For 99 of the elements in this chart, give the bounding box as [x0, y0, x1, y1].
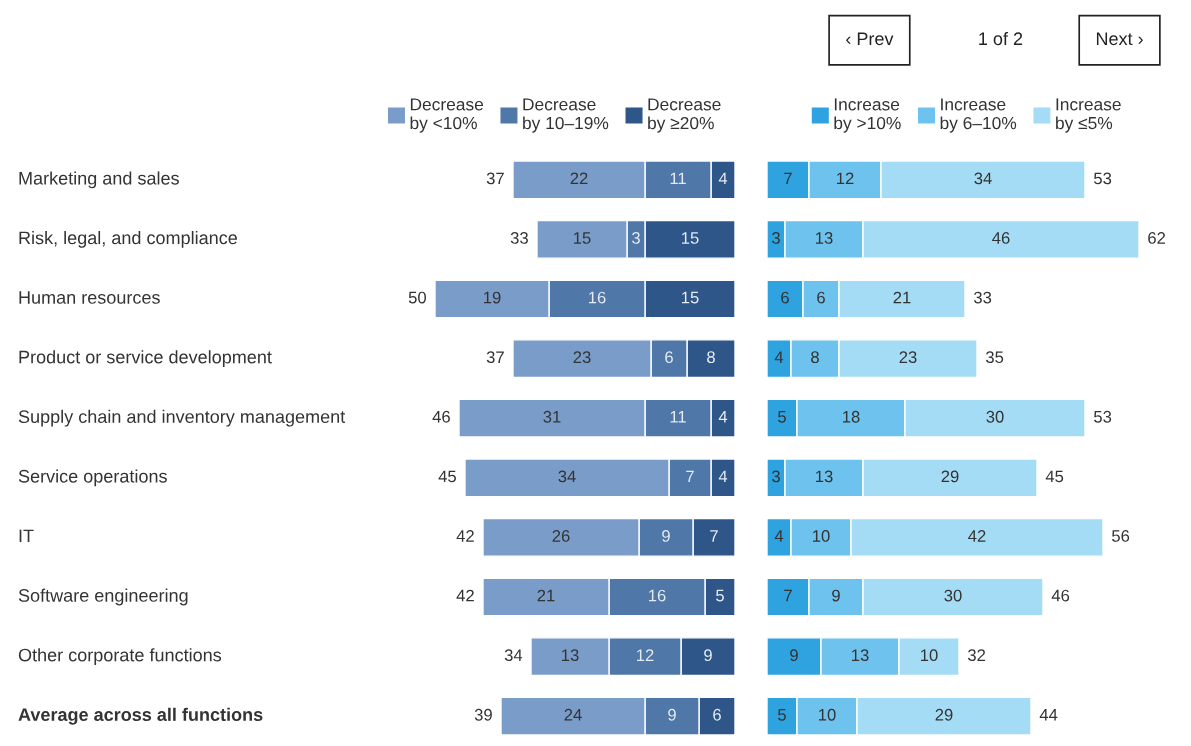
data-label: 15 — [574, 232, 591, 244]
data-label: 34 — [558, 470, 576, 483]
data-label: 18 — [843, 410, 860, 423]
data-label: 5 — [716, 589, 724, 602]
legend-label: Decrease by 10–19% — [523, 98, 609, 133]
total-label: 46 — [1051, 589, 1070, 602]
data-label: 7 — [710, 530, 718, 542]
data-label: 15 — [682, 291, 699, 304]
total-label: 35 — [985, 351, 1004, 364]
data-label: 13 — [816, 232, 833, 244]
data-label: 7 — [784, 589, 792, 602]
data-label: 31 — [543, 410, 561, 423]
y-tick-label: Software engineering — [18, 588, 188, 606]
data-label: 4 — [718, 411, 728, 423]
data-label: 9 — [832, 589, 840, 602]
y-tick-label: IT — [19, 529, 34, 543]
data-label: 42 — [968, 530, 986, 542]
data-label: 30 — [986, 410, 1004, 423]
data-label: 4 — [718, 470, 728, 483]
total-label: 37 — [486, 172, 504, 185]
text: 1 of 2 — [979, 31, 1023, 46]
data-label: 26 — [552, 530, 570, 542]
data-label: 6 — [713, 708, 721, 721]
data-label: 10 — [813, 530, 830, 542]
legend-label: Increase by ≤5% — [1056, 98, 1121, 133]
total-label: 34 — [504, 649, 523, 662]
data-label: 13 — [816, 470, 833, 483]
data-label: 7 — [686, 470, 694, 483]
total-label: 45 — [438, 470, 456, 483]
total-label: 33 — [973, 291, 992, 304]
total-label: 39 — [474, 708, 492, 721]
data-label: 16 — [649, 589, 666, 602]
data-label: 4 — [774, 351, 784, 363]
legend-label: Decrease by ≥20% — [648, 98, 721, 133]
data-label: 11 — [670, 411, 686, 423]
data-label: 22 — [570, 172, 588, 185]
y-tick-label: Supply chain and inventory management — [18, 409, 346, 427]
text: ‹ Prev — [846, 32, 894, 46]
data-label: 4 — [774, 530, 784, 542]
y-tick-label: Other corporate functions — [18, 648, 222, 666]
legend-label: Increase by 6–10% — [940, 98, 1017, 133]
y-tick-label: Average across all functions — [18, 707, 263, 725]
data-label: 21 — [537, 589, 555, 602]
data-label: 12 — [637, 649, 654, 661]
data-label: 34 — [974, 172, 992, 185]
data-label: 23 — [899, 351, 917, 364]
data-label: 46 — [992, 232, 1010, 244]
data-label: 21 — [893, 291, 911, 304]
total-label: 56 — [1112, 530, 1130, 542]
total-label: 42 — [456, 530, 474, 542]
legend-label: Decrease by <10% — [410, 98, 484, 133]
total-label: 50 — [408, 291, 427, 304]
y-tick-label: Product or service development — [19, 350, 272, 368]
data-label: 29 — [941, 470, 959, 483]
data-label: 9 — [668, 708, 676, 721]
total-label: 46 — [432, 410, 450, 423]
y-tick-label: Marketing and sales — [19, 171, 179, 189]
data-label: 3 — [772, 470, 780, 483]
data-label: 6 — [665, 351, 673, 364]
text: Next › — [1096, 32, 1143, 46]
data-label: 30 — [944, 589, 962, 602]
y-tick-label: Risk, legal, and compliance — [19, 230, 237, 248]
data-label: 6 — [781, 291, 789, 304]
data-label: 5 — [778, 411, 786, 423]
data-label: 3 — [772, 232, 780, 244]
data-label: 9 — [662, 530, 670, 542]
data-label: 4 — [718, 172, 728, 185]
data-label: 10 — [921, 649, 938, 662]
data-label: 13 — [852, 649, 869, 662]
data-label: 9 — [704, 649, 712, 662]
data-label: 11 — [670, 172, 686, 185]
data-label: 29 — [935, 708, 953, 721]
data-label: 8 — [707, 351, 715, 364]
data-label: 9 — [790, 649, 798, 662]
total-label: 32 — [967, 649, 986, 662]
total-label: 45 — [1045, 470, 1064, 483]
data-label: 10 — [819, 708, 836, 721]
y-tick-label: Human resources — [19, 291, 160, 304]
data-label: 3 — [632, 232, 640, 244]
total-label: 33 — [510, 232, 528, 244]
total-label: 37 — [486, 351, 504, 364]
total-label: 62 — [1148, 232, 1166, 244]
data-label: 16 — [589, 291, 606, 304]
y-tick-label: Service operations — [18, 469, 167, 487]
data-label: 8 — [811, 351, 819, 364]
data-label: 13 — [562, 649, 579, 662]
data-label: 5 — [778, 709, 786, 721]
data-label: 24 — [564, 708, 582, 721]
total-label: 53 — [1094, 172, 1112, 185]
data-label: 7 — [784, 172, 792, 185]
total-label: 53 — [1094, 410, 1112, 423]
data-label: 12 — [837, 172, 854, 185]
data-label: 6 — [817, 291, 825, 304]
data-label: 23 — [573, 351, 591, 364]
data-label: 15 — [682, 232, 699, 244]
total-label: 42 — [456, 589, 474, 602]
data-label: 19 — [484, 291, 501, 304]
legend-label: Increase by >10% — [834, 98, 901, 133]
total-label: 44 — [1039, 709, 1058, 721]
